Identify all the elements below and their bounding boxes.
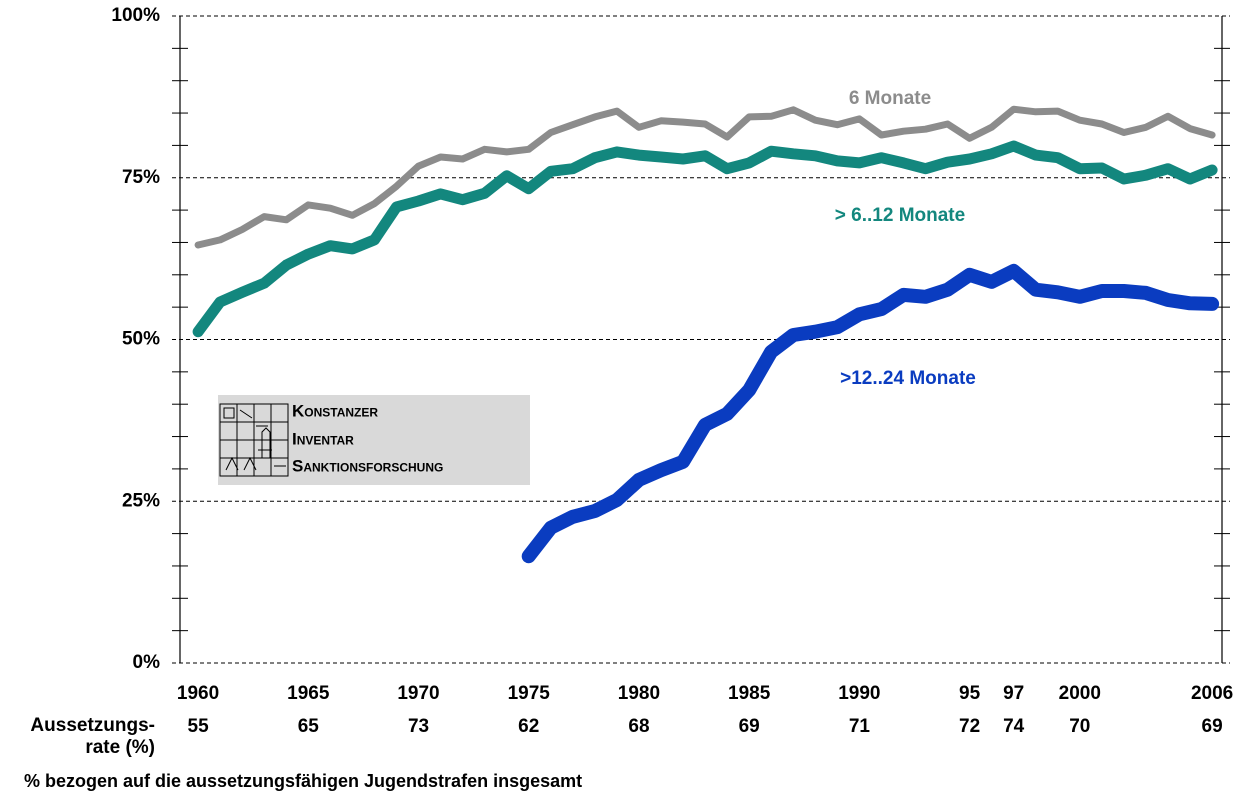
rate-row-label: rate (%) bbox=[85, 737, 155, 758]
x-tick-label: 2000 bbox=[1059, 683, 1101, 704]
x-tick-label: 1985 bbox=[728, 683, 771, 704]
rate-value: 73 bbox=[408, 716, 429, 737]
x-tick-label: 1980 bbox=[618, 683, 660, 704]
x-tick-label: 1960 bbox=[177, 683, 219, 704]
x-tick-label: 1990 bbox=[838, 683, 880, 704]
y-tick-label: 75% bbox=[122, 167, 160, 188]
rate-value: 71 bbox=[849, 716, 871, 737]
footnote: % bezogen auf die aussetzungsfähigen Jug… bbox=[24, 771, 582, 791]
logo: Konstanzer Inventar Sanktionsforschung bbox=[218, 395, 530, 485]
logo-text: Konstanzer bbox=[292, 401, 378, 420]
series-line bbox=[192, 140, 1218, 338]
y-tick-label: 100% bbox=[111, 5, 160, 26]
rate-value: 68 bbox=[628, 716, 649, 737]
rate-row-label: Aussetzungs- bbox=[30, 715, 155, 736]
rate-value: 70 bbox=[1069, 716, 1090, 737]
rate-value: 69 bbox=[739, 716, 760, 737]
x-tick-label: 1965 bbox=[287, 683, 330, 704]
logo-icon bbox=[219, 403, 289, 477]
series-label: 6 Monate bbox=[849, 88, 931, 109]
logo-text: Sanktionsforschung bbox=[292, 456, 443, 475]
x-tick-label: 1975 bbox=[508, 683, 551, 704]
series-label: >12..24 Monate bbox=[840, 368, 976, 389]
x-tick-label: 2006 bbox=[1191, 683, 1233, 704]
rate-value: 62 bbox=[518, 716, 539, 737]
x-tick-label: 1970 bbox=[397, 683, 439, 704]
y-tick-label: 50% bbox=[122, 329, 160, 350]
series-label: > 6..12 Monate bbox=[835, 205, 965, 226]
x-tick-label: 95 bbox=[959, 683, 981, 704]
rate-value: 74 bbox=[1003, 716, 1025, 737]
rate-value: 65 bbox=[298, 716, 320, 737]
y-tick-label: 25% bbox=[122, 490, 160, 511]
y-tick-label: 0% bbox=[133, 652, 161, 673]
series-line bbox=[521, 263, 1220, 564]
rate-value: 72 bbox=[959, 716, 980, 737]
rate-value: 55 bbox=[188, 716, 210, 737]
logo-text: Inventar bbox=[292, 429, 354, 448]
series-line bbox=[194, 105, 1216, 249]
rate-value: 69 bbox=[1202, 716, 1223, 737]
x-tick-label: 97 bbox=[1003, 683, 1024, 704]
